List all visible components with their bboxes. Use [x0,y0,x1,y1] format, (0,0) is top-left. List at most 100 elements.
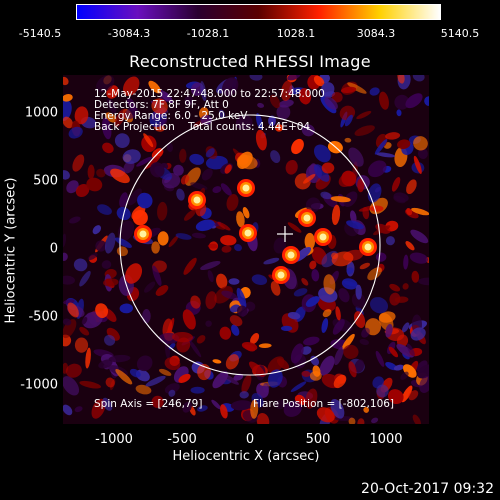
noise-blob [228,278,240,285]
noise-blob [283,400,302,417]
noise-blob [291,138,304,155]
noise-blob [176,188,185,201]
noise-blob [175,233,192,240]
noise-blob [220,404,228,419]
noise-blob [91,398,106,419]
noise-blob [72,154,85,172]
noise-blob [376,384,389,398]
noise-blob [224,164,232,174]
noise-blob [263,257,280,265]
colorbar-tick: 5140.5 [440,27,480,40]
noise-blob [87,253,98,261]
noise-blob [363,406,370,413]
colorbar-tick: 1028.1 [276,27,316,40]
noise-blob [287,311,301,320]
noise-blob [357,418,365,424]
noise-blob [361,327,370,338]
noise-blob [125,263,143,284]
noise-blob [201,168,213,181]
bright-source [364,243,372,251]
noise-blob [96,168,106,178]
noise-blob [207,270,214,283]
noise-blob [348,147,364,167]
x-tick-label: -1000 [95,432,133,447]
y-tick-label: 1000 [24,105,58,121]
noise-blob [389,283,401,292]
bright-source [242,184,250,192]
noise-blob [176,337,191,353]
noise-blob [403,254,409,270]
x-axis-label: Heliocentric X (arcsec) [172,449,320,464]
noise-blob [230,400,253,411]
noise-blob [355,284,362,300]
noise-blob [342,280,359,287]
noise-blob [378,311,396,323]
noise-blob [74,406,83,413]
noise-blob [269,94,281,109]
bright-source [244,229,252,237]
noise-blob [342,333,355,350]
noise-blob [270,150,281,164]
noise-blob [63,93,73,102]
noise-blob [332,319,345,335]
noise-blob [196,335,206,344]
noise-blob [102,142,114,154]
noise-blob [367,267,382,281]
noise-blob [388,389,404,405]
annotation-detectors: Detectors: 7F 8F 9F, Att 0 [94,99,229,111]
noise-blob [74,106,89,125]
noise-blob [405,241,415,251]
noise-blob [85,347,91,369]
noise-blob [402,283,409,290]
noise-blob [68,126,83,139]
noise-blob [417,364,429,379]
noise-blob [179,148,187,163]
bright-source [303,214,311,222]
noise-blob [211,399,221,410]
y-tick-label: -1000 [20,377,58,393]
solar-limb-circle [119,114,381,376]
noise-blob [313,164,330,182]
y-tick-label: 500 [33,173,58,189]
noise-blob [145,375,166,387]
image-blobs [63,75,429,424]
noise-blob [190,295,201,309]
noise-blob [197,405,208,412]
noise-blob [320,191,332,200]
colorbar [76,4,441,20]
noise-blob [108,354,131,363]
noise-blob [257,102,265,108]
noise-blob [180,174,190,185]
noise-blob [341,170,357,187]
noise-blob [162,318,173,338]
bright-source [319,233,327,241]
noise-blob [276,358,290,370]
noise-blob [303,336,320,346]
colorbar-tick: -5140.5 [18,27,62,40]
noise-blob [304,232,315,250]
noise-blob [321,162,335,174]
noise-blob [311,269,320,282]
noise-blob [236,154,258,170]
noise-blob [205,148,215,158]
noise-blob [200,114,213,126]
noise-blob [401,385,413,403]
noise-blob [81,316,88,325]
noise-blob [405,93,423,109]
noise-blob [95,303,109,318]
noise-blob [412,414,421,424]
noise-blob [182,401,192,413]
footer-timestamp: 20-Oct-2017 09:32 [361,481,494,497]
noise-blob [107,98,117,114]
noise-blob [241,342,258,351]
noise-blob [275,124,283,132]
noise-blob [67,302,79,318]
noise-blob [267,369,283,388]
noise-blob [63,116,73,129]
noise-blob [212,371,229,389]
noise-blob [331,204,341,226]
noise-blob [236,211,245,228]
y-tick-label: -500 [28,309,58,325]
noise-blob [375,350,385,367]
noise-blob [63,252,68,261]
